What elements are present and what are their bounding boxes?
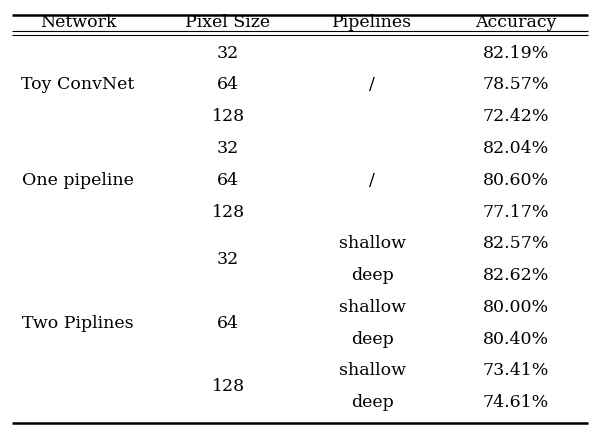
Text: Pixel Size: Pixel Size	[185, 14, 271, 31]
Text: deep: deep	[350, 394, 394, 411]
Text: 64: 64	[217, 315, 239, 332]
Text: 73.41%: 73.41%	[483, 363, 549, 379]
Text: deep: deep	[350, 267, 394, 284]
Text: deep: deep	[350, 331, 394, 348]
Text: 82.62%: 82.62%	[483, 267, 549, 284]
Text: 128: 128	[211, 378, 245, 395]
Text: 82.57%: 82.57%	[483, 235, 549, 252]
Text: 64: 64	[217, 77, 239, 93]
Text: shallow: shallow	[338, 299, 406, 316]
Text: /: /	[369, 77, 375, 93]
Text: 64: 64	[217, 172, 239, 189]
Text: Toy ConvNet: Toy ConvNet	[22, 77, 134, 93]
Text: 72.42%: 72.42%	[483, 108, 549, 125]
Text: Network: Network	[40, 14, 116, 31]
Text: 82.19%: 82.19%	[483, 45, 549, 62]
Text: 128: 128	[211, 108, 245, 125]
Text: shallow: shallow	[338, 235, 406, 252]
Text: One pipeline: One pipeline	[22, 172, 134, 189]
Text: 128: 128	[211, 204, 245, 220]
Text: 80.40%: 80.40%	[483, 331, 549, 348]
Text: Pipelines: Pipelines	[332, 14, 412, 31]
Text: 80.00%: 80.00%	[483, 299, 549, 316]
Text: 78.57%: 78.57%	[483, 77, 549, 93]
Text: Accuracy: Accuracy	[475, 14, 557, 31]
Text: 82.04%: 82.04%	[483, 140, 549, 157]
Text: 77.17%: 77.17%	[483, 204, 549, 220]
Text: 32: 32	[217, 45, 239, 62]
Text: shallow: shallow	[338, 363, 406, 379]
Text: /: /	[369, 172, 375, 189]
Text: 74.61%: 74.61%	[483, 394, 549, 411]
Text: 80.60%: 80.60%	[483, 172, 549, 189]
Text: Two Piplines: Two Piplines	[22, 315, 134, 332]
Text: 32: 32	[217, 251, 239, 268]
Text: 32: 32	[217, 140, 239, 157]
